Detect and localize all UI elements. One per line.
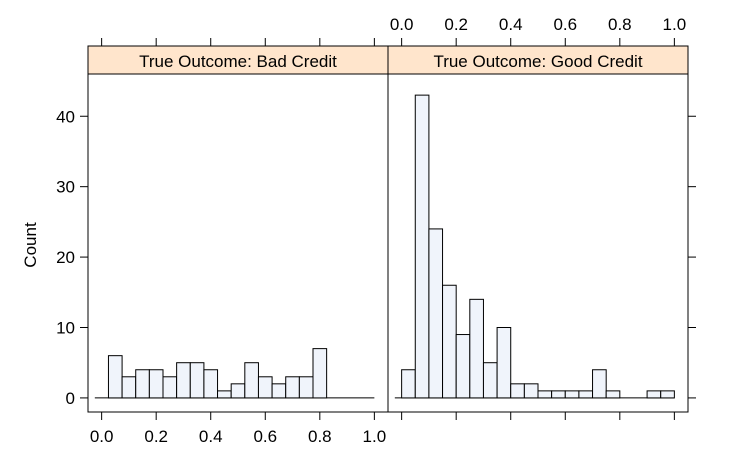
y-tick-label: 10	[56, 319, 75, 338]
x-tick-label: 0.0	[390, 15, 414, 34]
histogram-bar	[121, 376, 137, 399]
histogram-bar	[217, 390, 232, 399]
x-tick-label: 0.8	[608, 15, 632, 34]
histogram-bar	[107, 355, 123, 399]
histogram-bar	[578, 390, 594, 399]
strip-background	[387, 45, 689, 75]
histogram-bar	[523, 383, 539, 399]
x-tick-label: 1.0	[663, 15, 687, 34]
histogram-bar	[605, 390, 621, 399]
histogram-bar	[271, 383, 287, 399]
histogram-bar	[257, 376, 273, 399]
panel-bad-credit: True Outcome: Bad Credit 0.0 0.2 0.4 0.6 0.8 1…	[56, 38, 389, 446]
histogram-bar	[285, 376, 300, 399]
y-tick-label: 20	[56, 248, 75, 267]
strip-background	[87, 45, 389, 75]
x-tick-label: 0.8	[308, 427, 332, 446]
histogram-bar	[551, 390, 566, 399]
x-tick-label: 0.4	[199, 427, 223, 446]
histogram-bar	[469, 298, 484, 399]
x-tick-label: 1.0	[363, 427, 387, 446]
panel-frame	[87, 73, 389, 413]
histogram-bar	[496, 327, 512, 399]
x-tick-label: 0.2	[444, 15, 468, 34]
histogram-bar	[564, 390, 580, 399]
histogram-bar	[455, 334, 471, 399]
histogram-bar	[230, 383, 246, 399]
histogram-bar	[646, 390, 662, 399]
y-tick-label: 40	[56, 107, 75, 126]
panel-good-credit: True Outcome: Good Credit 0.0 0.2 0.4 0.6 0.8…	[387, 15, 696, 420]
panel-frame	[387, 73, 689, 413]
histogram-bar	[135, 369, 150, 399]
x-tick-label: 0.0	[90, 427, 114, 446]
x-tick-label: 0.6	[253, 427, 277, 446]
histogram-bar	[482, 362, 498, 399]
histogram-bar	[442, 284, 457, 399]
y-axis-label: Count	[21, 222, 40, 268]
histogram-bar	[428, 228, 444, 399]
histogram-bar	[510, 383, 525, 399]
histogram-bar	[148, 369, 164, 399]
y-tick-label: 30	[56, 178, 75, 197]
x-tick-label: 0.2	[144, 427, 168, 446]
y-tick-label: 0	[66, 389, 75, 408]
histogram-bar	[414, 94, 430, 399]
histogram-bar	[203, 369, 219, 399]
histogram-bar	[660, 390, 675, 399]
histogram-bar	[592, 369, 607, 399]
histogram-bar	[312, 348, 328, 399]
strip-label: True Outcome: Good Credit	[433, 52, 642, 71]
strip-label: True Outcome: Bad Credit	[139, 52, 337, 71]
x-tick-label: 0.4	[499, 15, 523, 34]
histogram-bar	[162, 376, 178, 399]
histogram-bar	[176, 362, 191, 399]
histogram-bar	[401, 369, 416, 399]
histogram-bar	[189, 362, 205, 399]
histogram-bar	[537, 390, 553, 399]
histogram-bar	[298, 376, 314, 399]
x-tick-label: 0.6	[553, 15, 577, 34]
histogram-bar	[244, 362, 259, 399]
